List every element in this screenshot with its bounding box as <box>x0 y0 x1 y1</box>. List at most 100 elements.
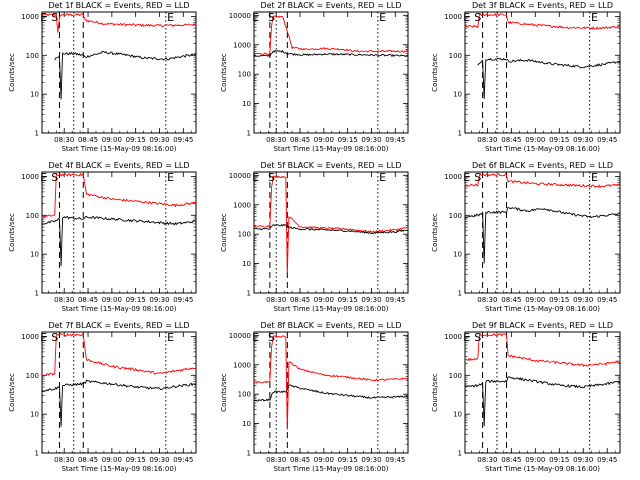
plot-frame <box>41 331 197 454</box>
interval-marker: E <box>463 171 470 184</box>
x-tick-label: 08:45 <box>290 296 310 304</box>
x-tick-label: 09:30 <box>573 456 593 464</box>
x-tick-label: 08:45 <box>78 296 98 304</box>
series-line-lld <box>253 335 409 430</box>
x-tick-label: 09:15 <box>126 456 146 464</box>
x-tick-label: 09:00 <box>314 296 334 304</box>
series-line-lld <box>464 13 621 30</box>
plot-frame <box>41 11 197 134</box>
x-tick-label: 09:45 <box>385 456 405 464</box>
series-line-lld <box>41 333 197 377</box>
chart-title: Det 3f BLACK = Events, RED = LLD <box>472 1 613 10</box>
y-tick-label: 100 <box>26 212 39 220</box>
chart-title: Det 6f BLACK = Events, RED = LLD <box>472 161 613 170</box>
chart-panel-5: Det 5f BLACK = Events, RED = LLD 1 10 100 10… <box>220 161 409 313</box>
x-axis-label: Start Time (15-May-09 08:16:00) <box>273 305 388 313</box>
x-tick-label: 08:45 <box>78 136 98 144</box>
chart-title: Det 7f BLACK = Events, RED = LLD <box>48 321 189 330</box>
x-tick-label: 09:30 <box>361 296 381 304</box>
interval-marker: S <box>51 171 58 184</box>
chart-panel-1: Det 1f BLACK = Events, RED = LLD 1 10 100 10… <box>8 1 197 153</box>
y-tick-label: 1000 <box>444 13 462 21</box>
x-tick-label: 09:15 <box>338 296 358 304</box>
chart-title: Det 9f BLACK = Events, RED = LLD <box>472 321 613 330</box>
y-axis-label: Counts/sec <box>431 53 439 92</box>
x-tick-label: 09:00 <box>102 136 122 144</box>
series-line-lld <box>464 333 621 368</box>
chart-panel-4: Det 4f BLACK = Events, RED = LLD 1 10 100 10… <box>8 161 197 313</box>
series-line-events <box>253 49 409 58</box>
chart-panel-7: Det 7f BLACK = Events, RED = LLD 1 10 100 10… <box>8 321 197 473</box>
y-tick-label: 10 <box>242 260 251 268</box>
x-axis-label: Start Time (15-May-09 08:16:00) <box>273 465 388 473</box>
x-tick-label: 09:00 <box>102 456 122 464</box>
y-tick-label: 1 <box>458 130 462 138</box>
x-tick-label: 09:15 <box>338 456 358 464</box>
interval-marker: E <box>167 331 174 344</box>
y-tick-label: 100 <box>449 52 462 60</box>
interval-marker: E <box>167 171 174 184</box>
x-axis-label: Start Time (15-May-09 08:16:00) <box>485 465 600 473</box>
y-tick-label: 10000 <box>229 172 251 180</box>
interval-marker: E <box>167 11 174 24</box>
y-tick-label: 1 <box>247 290 251 298</box>
interval-marker: S <box>51 11 58 24</box>
y-axis-label: Counts/sec <box>8 213 16 252</box>
x-tick-label: 08:45 <box>501 136 521 144</box>
y-tick-label: 10 <box>30 251 39 259</box>
x-tick-label: 09:45 <box>597 296 617 304</box>
x-tick-label: 09:00 <box>525 136 545 144</box>
x-tick-label: 09:00 <box>525 296 545 304</box>
x-tick-label: 09:15 <box>549 296 569 304</box>
interval-marker: S <box>474 331 481 344</box>
x-tick-label: 09:00 <box>314 136 334 144</box>
series-line-events <box>253 223 409 235</box>
y-tick-label: 10000 <box>229 332 251 340</box>
series-line-events <box>41 379 197 427</box>
y-tick-label: 1 <box>247 130 251 138</box>
y-tick-label: 10 <box>453 411 462 419</box>
x-tick-label: 08:45 <box>290 136 310 144</box>
series-line-lld <box>253 175 408 274</box>
x-tick-label: 09:45 <box>385 136 405 144</box>
chart-panel-3: Det 3f BLACK = Events, RED = LLD 1 10 100 10… <box>431 1 621 153</box>
x-tick-label: 09:00 <box>525 456 545 464</box>
interval-marker: E <box>591 331 598 344</box>
chart-panel-2: Det 2f BLACK = Events, RED = LLD 1 10 100 10… <box>220 1 409 153</box>
x-axis-label: Start Time (15-May-09 08:16:00) <box>61 145 176 153</box>
y-tick-label: 1000 <box>233 201 251 209</box>
plot-frame <box>464 11 621 134</box>
interval-marker: E <box>379 11 386 24</box>
y-tick-label: 10 <box>30 411 39 419</box>
chart-title: Det 1f BLACK = Events, RED = LLD <box>48 1 189 10</box>
y-axis-label: Counts/sec <box>8 53 16 92</box>
x-tick-label: 09:45 <box>385 296 405 304</box>
interval-marker: E <box>252 331 259 344</box>
x-tick-label: 08:30 <box>266 456 286 464</box>
plot-frame <box>253 331 409 454</box>
y-tick-label: 1 <box>35 450 39 458</box>
x-tick-label: 09:00 <box>314 456 334 464</box>
interval-marker: S <box>268 171 275 184</box>
chart-title: Det 4f BLACK = Events, RED = LLD <box>48 161 189 170</box>
y-tick-label: 100 <box>26 52 39 60</box>
x-axis-label: Start Time (15-May-09 08:16:00) <box>485 305 600 313</box>
x-axis-label: Start Time (15-May-09 08:16:00) <box>485 145 600 153</box>
x-tick-label: 09:30 <box>573 136 593 144</box>
x-tick-label: 09:15 <box>549 136 569 144</box>
series-line-lld <box>464 173 621 189</box>
x-tick-label: 08:45 <box>501 456 521 464</box>
y-axis-label: Counts/sec <box>8 373 16 412</box>
y-tick-label: 1000 <box>444 173 462 181</box>
x-axis-label: Start Time (15-May-09 08:16:00) <box>273 145 388 153</box>
x-tick-label: 08:45 <box>501 296 521 304</box>
y-tick-label: 10 <box>242 100 251 108</box>
x-tick-label: 09:15 <box>126 136 146 144</box>
x-axis-label: Start Time (15-May-09 08:16:00) <box>61 465 176 473</box>
interval-marker: E <box>379 331 386 344</box>
y-tick-label: 1 <box>458 290 462 298</box>
x-tick-label: 09:45 <box>173 456 193 464</box>
y-axis-label: Counts/sec <box>431 373 439 412</box>
x-tick-label: 08:30 <box>54 136 74 144</box>
x-tick-label: 09:15 <box>126 296 146 304</box>
